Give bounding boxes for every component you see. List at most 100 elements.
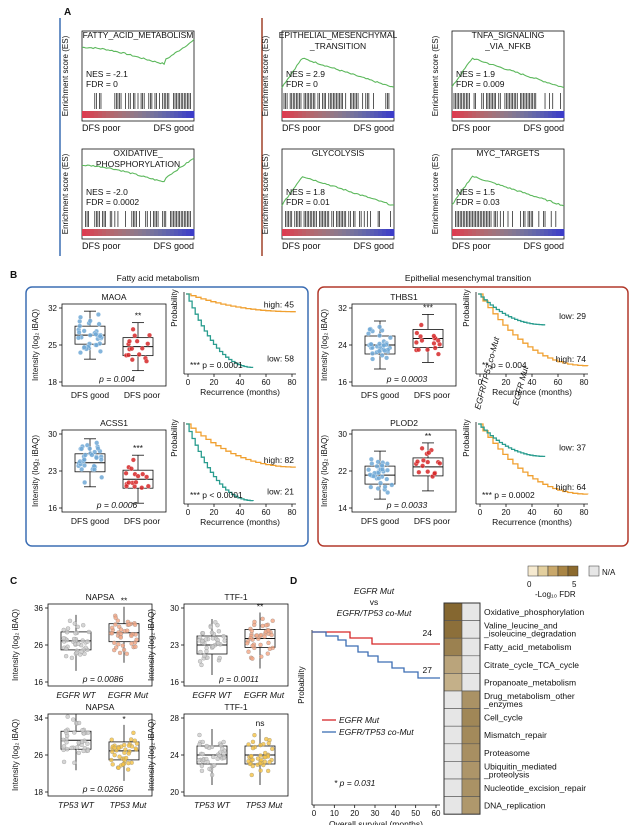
data-point: [385, 467, 390, 473]
box-ylabel: Intensity (log₂ iBAQ): [320, 309, 329, 381]
heatmap-row-label: _enzymes: [483, 699, 523, 709]
rank-gradient-cell: [162, 111, 167, 118]
rank-gradient-cell: [540, 111, 545, 118]
panel-letter-a: A: [64, 7, 71, 18]
y-tick-label: 26: [34, 641, 43, 650]
data-point: [128, 466, 134, 472]
rank-gradient-cell: [496, 111, 501, 118]
y-tick-label: 30: [170, 604, 179, 613]
data-point: [248, 636, 253, 641]
data-point: [63, 654, 69, 659]
data-point: [258, 632, 264, 638]
rank-gradient-cell: [480, 229, 485, 236]
data-point: [65, 747, 70, 752]
rank-gradient-cell: [334, 229, 339, 236]
rank-gradient-cell: [516, 111, 521, 118]
data-point: [77, 318, 83, 324]
data-point: [196, 758, 202, 763]
heatmap-row-label: Cell_cycle: [484, 713, 523, 723]
rank-gradient-cell: [342, 229, 347, 236]
significance-mark: ns: [256, 718, 265, 728]
x-tick-label: 20: [210, 508, 219, 517]
data-point: [123, 747, 128, 752]
data-point: [379, 352, 385, 358]
data-point: [376, 348, 382, 354]
data-point: [431, 333, 437, 339]
group-label: DFS poor: [414, 516, 451, 526]
rank-gradient-cell: [528, 111, 533, 118]
rank-gradient-cell: [94, 229, 99, 236]
data-point: [375, 459, 381, 465]
heatmap-cell: [461, 725, 481, 745]
group-label: TP53 WT: [58, 800, 95, 810]
heatmap-cell: [461, 602, 481, 621]
data-point: [259, 654, 264, 659]
box-ylabel: Intensity (log₂ iBAQ): [31, 435, 40, 507]
data-point: [133, 479, 139, 485]
x-tick-label: 80: [288, 378, 297, 387]
data-point: [71, 636, 77, 642]
data-point: [78, 314, 83, 320]
data-point: [215, 623, 220, 628]
data-point: [258, 753, 263, 758]
nes-value: NES = -2.0: [86, 187, 128, 197]
heatmap-cell: [443, 796, 463, 815]
data-point: [379, 463, 385, 468]
data-point: [76, 740, 81, 745]
data-point: [262, 759, 268, 765]
boxplot-title: MAOA: [101, 292, 126, 302]
heatmap-cell: [461, 708, 481, 727]
data-point: [249, 772, 254, 778]
data-point: [110, 762, 115, 767]
rank-gradient-cell: [126, 229, 131, 236]
rank-gradient-cell: [536, 111, 541, 118]
y-tick-label: 16: [34, 678, 43, 687]
heatmap-row-label: _proteolysis: [483, 769, 529, 779]
data-point: [61, 747, 66, 752]
data-point: [75, 335, 81, 341]
rank-gradient-cell: [484, 111, 489, 118]
data-point: [74, 650, 79, 655]
data-point: [435, 351, 441, 357]
data-point: [432, 471, 438, 476]
data-point: [61, 744, 67, 749]
y-tick-label: 32: [48, 304, 57, 313]
data-point: [377, 333, 383, 339]
rank-gradient-cell: [90, 229, 95, 236]
data-point: [217, 655, 222, 661]
heatmap-cell: [443, 655, 463, 674]
survival-curve: [478, 423, 546, 458]
data-point: [416, 347, 422, 353]
data-point: [98, 457, 104, 463]
gsea-plot: EPITHELIAL_MESENCHYMAL_TRANSITION NES = 2…: [261, 30, 398, 133]
data-point: [140, 471, 146, 477]
data-point: [368, 456, 374, 462]
data-point: [86, 730, 91, 735]
data-point: [130, 326, 136, 332]
p-value: p = 0.004: [98, 374, 135, 384]
rank-gradient-cell: [182, 111, 187, 118]
data-point: [75, 624, 80, 629]
survival-curve: [478, 293, 546, 326]
x-tick-label: 60: [554, 508, 563, 517]
data-point: [133, 644, 138, 649]
data-point: [258, 768, 263, 773]
data-point: [377, 341, 382, 347]
data-point: [258, 742, 263, 748]
rank-gradient-cell: [122, 229, 127, 236]
km-plot: 0 20 40 60 80 Recurrence (months) Probability h…: [170, 289, 297, 397]
rank-gradient-cell: [504, 111, 509, 118]
heatmap-cell: [461, 637, 481, 657]
data-point: [67, 618, 73, 623]
gsea-title: GLYCOLYSIS: [312, 148, 365, 158]
km-ylabel: Probability: [297, 666, 306, 703]
data-point: [260, 616, 265, 621]
boxplot: ACSS1 30 23 16 *** p = 0.0006 DFS good DFS poor…: [31, 418, 167, 526]
rank-gradient-cell: [496, 229, 501, 236]
rank-gradient-cell: [146, 229, 151, 236]
y-tick-label: 34: [34, 714, 43, 723]
km-ylabel: Probability: [462, 419, 471, 456]
significance-mark: ***: [133, 443, 144, 453]
boxplot: MAOA 32 25 18 ** p = 0.004 DFS good DFS poor Int…: [31, 292, 167, 400]
rank-gradient-cell: [456, 111, 461, 118]
